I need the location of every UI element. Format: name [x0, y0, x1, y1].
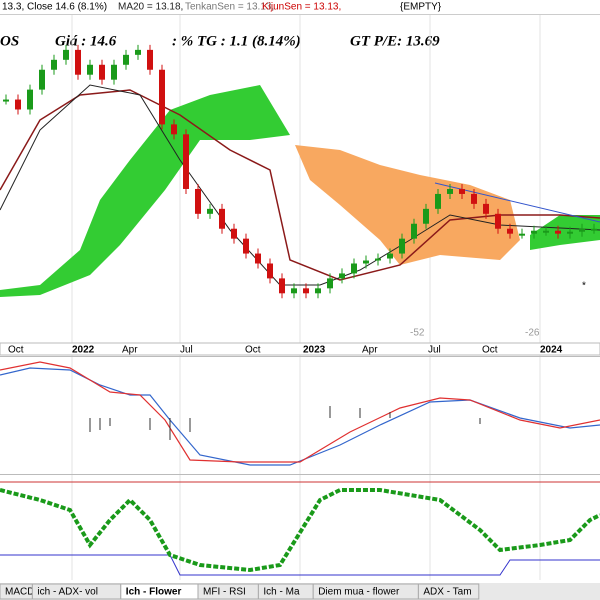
- candle-body: [255, 253, 261, 264]
- x-tick-label: Oct: [8, 345, 24, 356]
- x-tick-label: Apr: [362, 345, 378, 356]
- candle-body: [423, 208, 429, 224]
- candle-body: [171, 124, 177, 135]
- ichimoku-cloud-orange: [295, 145, 520, 265]
- candle-body: [303, 288, 309, 294]
- header-rule: [0, 14, 600, 15]
- candle-body: [279, 278, 285, 294]
- x-tick-label: 2024: [540, 345, 563, 356]
- candle-body: [579, 228, 585, 232]
- candle-body: [15, 99, 21, 110]
- x-tick-label: 2022: [72, 345, 95, 356]
- annotation: -26: [525, 328, 540, 339]
- tab-label[interactable]: ADX - Tam: [423, 587, 471, 598]
- candle-body: [351, 263, 357, 274]
- candle-body: [243, 238, 249, 254]
- candle-body: [75, 49, 81, 75]
- flower-dots: [0, 488, 600, 573]
- header-close: 13.3, Close 14.6 (8.1%): [2, 2, 107, 13]
- candle-body: [315, 288, 321, 294]
- candle-body: [123, 54, 129, 65]
- candle-body: [411, 223, 417, 239]
- candle-body: [195, 188, 201, 214]
- candle-body: [399, 238, 405, 254]
- candle-body: [207, 208, 213, 214]
- x-tick-label: Oct: [482, 345, 498, 356]
- candle-body: [591, 228, 597, 231]
- candle-body: [519, 233, 525, 236]
- kijun-line: [0, 89, 600, 281]
- candle-body: [291, 288, 297, 294]
- tab-label[interactable]: MACD: [5, 587, 34, 598]
- candle-body: [87, 64, 93, 75]
- candle-body: [267, 263, 273, 279]
- candle-body: [447, 188, 453, 194]
- macd-line: [0, 361, 600, 463]
- price-label: Giá : 14.6: [55, 33, 117, 49]
- candle-body: [63, 49, 69, 60]
- tab-label[interactable]: Diem mua - flower: [318, 587, 400, 598]
- candle-body: [435, 193, 441, 209]
- tab[interactable]: [417, 583, 480, 600]
- candle-body: [567, 231, 573, 234]
- candle-body: [483, 203, 489, 214]
- panel-divider: [0, 474, 600, 475]
- x-tick-label: Jul: [180, 345, 193, 356]
- change-label: : % TG : 1.1 (8.14%): [172, 33, 301, 49]
- x-tick-label: 2023: [303, 345, 326, 356]
- candle-body: [3, 99, 9, 102]
- candle-body: [555, 230, 561, 234]
- tab-label[interactable]: ich - ADX- vol: [37, 587, 98, 598]
- candle-body: [495, 213, 501, 229]
- candle-body: [147, 49, 153, 70]
- candle-body: [51, 59, 57, 70]
- panel-divider: [0, 356, 600, 357]
- candle-body: [111, 64, 117, 80]
- candle-body: [219, 208, 225, 229]
- candles: [3, 44, 597, 299]
- x-tick-label: Apr: [122, 345, 138, 356]
- ichimoku-cloud-green: [0, 85, 290, 297]
- candle-body: [375, 258, 381, 261]
- pe-label: GT P/E: 13.69: [350, 33, 440, 49]
- candle-body: [471, 193, 477, 204]
- candle-body: [387, 253, 393, 259]
- candle-body: [507, 228, 513, 234]
- candle-body: [27, 89, 33, 110]
- candle-body: [363, 260, 369, 264]
- candle-body: [327, 278, 333, 289]
- annotation: -52: [410, 328, 425, 339]
- candle-body: [339, 273, 345, 279]
- candle-body: [183, 134, 189, 189]
- header-ma: MA20 = 13.18,: [118, 2, 183, 13]
- candle-body: [39, 69, 45, 90]
- x-axis-band: [0, 342, 600, 356]
- candle-body: [231, 228, 237, 239]
- candle-body: [135, 49, 141, 55]
- tab-label[interactable]: Ich - Flower: [126, 587, 182, 598]
- annotation: *: [582, 281, 586, 292]
- header-kijun: KijunSen = 13.13,: [262, 2, 341, 13]
- tabs: MACD ich - ADX- vol Ich - Flower MFI - RSI I…: [0, 583, 480, 600]
- flower-lower: [0, 554, 600, 576]
- x-axis: Oct 2022 Apr Jul Oct 2023 Apr Jul Oct 2024: [8, 345, 563, 356]
- candle-body: [543, 230, 549, 233]
- macd-histogram: [89, 406, 481, 440]
- header-empty: {EMPTY}: [400, 2, 442, 13]
- candle-body: [99, 64, 105, 80]
- header-tenkan: TenkanSen = 13.13,: [185, 2, 274, 13]
- tab-label[interactable]: Ich - Ma: [263, 587, 300, 598]
- x-tick-label: Oct: [245, 345, 261, 356]
- x-tick-label: Jul: [428, 345, 441, 356]
- candle-body: [531, 230, 537, 234]
- candle-body: [159, 69, 165, 125]
- tab-label[interactable]: MFI - RSI: [203, 587, 246, 598]
- candle-body: [459, 188, 465, 194]
- symbol: OS: [0, 33, 19, 49]
